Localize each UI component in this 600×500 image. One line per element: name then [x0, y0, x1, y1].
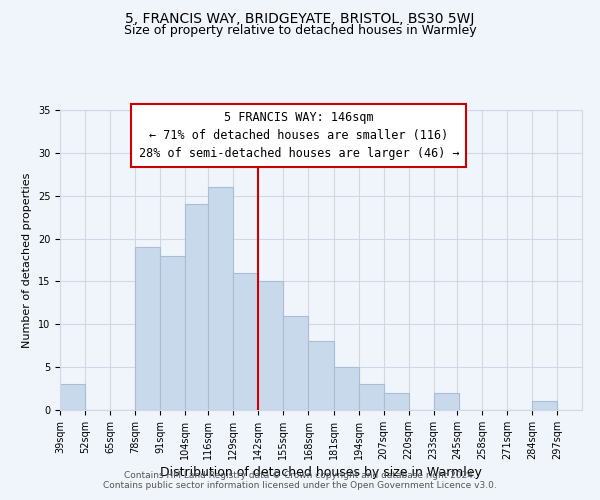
Bar — [283, 316, 308, 410]
Bar — [383, 393, 409, 410]
Text: Contains HM Land Registry data © Crown copyright and database right 2024.: Contains HM Land Registry data © Crown c… — [124, 472, 476, 480]
Bar — [135, 247, 160, 410]
Bar — [160, 256, 185, 410]
Bar — [359, 384, 383, 410]
Bar — [208, 187, 233, 410]
Text: 5, FRANCIS WAY, BRIDGEYATE, BRISTOL, BS30 5WJ: 5, FRANCIS WAY, BRIDGEYATE, BRISTOL, BS3… — [125, 12, 475, 26]
Text: Size of property relative to detached houses in Warmley: Size of property relative to detached ho… — [124, 24, 476, 37]
Bar — [185, 204, 210, 410]
Bar — [434, 393, 459, 410]
Text: 5 FRANCIS WAY: 146sqm
← 71% of detached houses are smaller (116)
28% of semi-det: 5 FRANCIS WAY: 146sqm ← 71% of detached … — [139, 111, 459, 160]
Bar — [334, 367, 359, 410]
Y-axis label: Number of detached properties: Number of detached properties — [22, 172, 32, 348]
Bar — [308, 342, 334, 410]
Bar — [259, 282, 283, 410]
Bar — [233, 273, 259, 410]
Bar — [532, 402, 557, 410]
Text: Contains public sector information licensed under the Open Government Licence v3: Contains public sector information licen… — [103, 482, 497, 490]
X-axis label: Distribution of detached houses by size in Warmley: Distribution of detached houses by size … — [160, 466, 482, 479]
Bar — [60, 384, 85, 410]
